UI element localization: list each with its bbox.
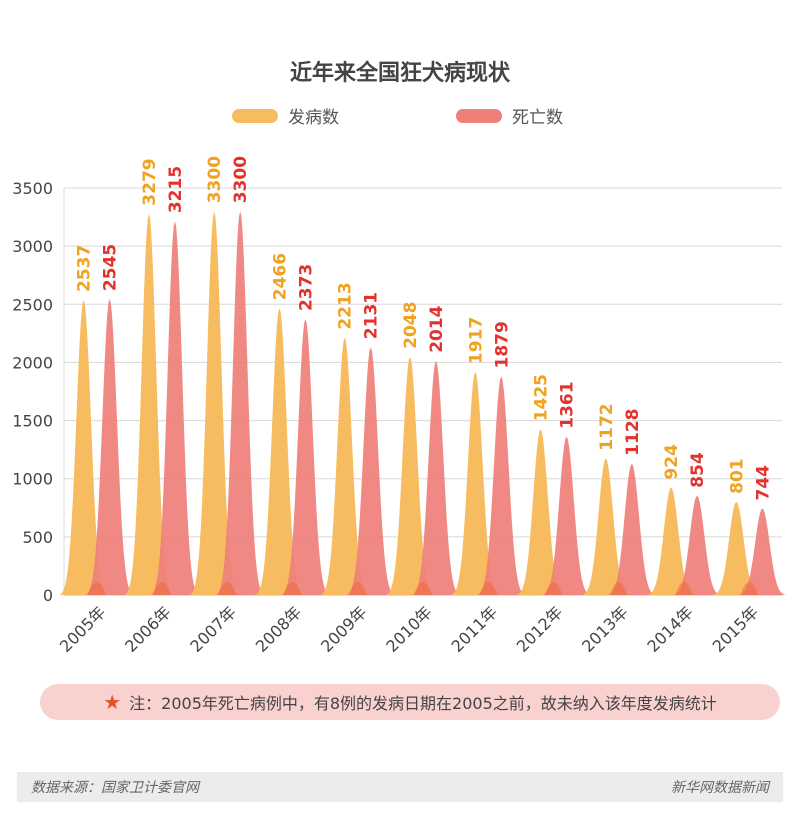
deaths-peak — [607, 463, 656, 595]
deaths-peak — [542, 436, 591, 595]
incidence-data-label: 2213 — [336, 282, 356, 329]
overlap-shade — [87, 582, 106, 595]
deaths-peak — [216, 211, 265, 595]
y-tick-label: 1000 — [12, 470, 53, 489]
incidence-data-label: 2048 — [401, 302, 421, 349]
overlap-shade — [283, 582, 302, 595]
deaths-data-label: 2373 — [296, 264, 316, 311]
chart-legend: 发病数 死亡数 — [0, 103, 800, 129]
overlap-shade — [348, 582, 367, 595]
deaths-peak — [477, 376, 526, 595]
deaths-data-label: 744 — [753, 465, 773, 501]
deaths-data-label: 1128 — [623, 409, 643, 456]
incidence-peak — [712, 501, 761, 595]
y-tick-label: 1500 — [12, 412, 53, 431]
incidence-peak — [255, 308, 304, 595]
x-tick-label: 2013年 — [578, 602, 632, 656]
incidence-data-label: 2537 — [75, 245, 95, 292]
x-tick-label: 2012年 — [513, 602, 567, 656]
incidence-peak — [190, 211, 239, 595]
incidence-peak — [59, 299, 108, 595]
chart-title: 近年来全国狂犬病现状 — [289, 61, 510, 86]
overlap-shade — [479, 582, 498, 595]
note-text: 注：2005年死亡病例中，有8例的发病日期在2005之前，故未纳入该年度发病统计 — [129, 694, 717, 713]
incidence-data-label: 1425 — [532, 374, 552, 421]
deaths-data-label: 2014 — [427, 305, 447, 352]
incidence-peak — [124, 213, 173, 595]
legend-item-deaths: 死亡数 — [456, 103, 563, 128]
incidence-data-label: 3279 — [140, 158, 160, 205]
incidence-peak — [386, 356, 434, 595]
star-icon: ★ — [103, 690, 122, 714]
x-tick-label: 2010年 — [382, 602, 436, 656]
incidence-peak — [516, 429, 565, 595]
overlap-shade — [740, 582, 759, 595]
x-tick-label: 2014年 — [643, 602, 697, 656]
x-tick-label: 2006年 — [121, 602, 175, 656]
deaths-data-label: 854 — [688, 452, 708, 488]
incidence-data-label: 924 — [662, 444, 682, 480]
deaths-data-label: 2545 — [101, 244, 121, 291]
overlap-shade — [152, 582, 171, 595]
overlap-shade — [414, 582, 432, 595]
incidence-data-label: 801 — [727, 458, 747, 494]
chart-svg: 0 500 1000 1500 2000 2500 3000 3500 2537 2545 2005… — [12, 156, 787, 656]
x-tick-label: 2015年 — [709, 602, 763, 656]
deaths-peak — [150, 221, 199, 595]
legend-swatch-incidence — [232, 108, 278, 123]
y-tick-label: 0 — [43, 586, 53, 605]
incidence-peak — [320, 337, 369, 595]
incidence-data-label: 1917 — [466, 317, 486, 364]
overlap-shade — [609, 582, 628, 595]
y-tick-label: 2000 — [12, 353, 53, 372]
incidence-peak — [647, 487, 696, 595]
y-tick-label: 3000 — [12, 237, 53, 256]
y-tick-label: 500 — [22, 528, 53, 547]
deaths-data-label: 1361 — [558, 381, 578, 428]
incidence-peak — [451, 372, 500, 595]
incidence-data-label: 1172 — [597, 403, 617, 450]
x-tick-label: 2011年 — [448, 602, 502, 656]
legend-swatch-deaths — [456, 108, 502, 123]
deaths-data-label: 3215 — [166, 166, 186, 213]
source-text: 数据来源：国家卫计委官网 — [31, 780, 199, 796]
x-tick-label: 2007年 — [186, 602, 240, 656]
incidence-peak — [581, 458, 630, 595]
deaths-peak — [412, 360, 460, 595]
legend-item-incidence: 发病数 — [232, 103, 339, 128]
overlap-shade — [675, 582, 694, 595]
deaths-peak — [85, 299, 134, 595]
deaths-data-label: 3300 — [231, 156, 251, 203]
deaths-peak — [346, 347, 395, 595]
legend-label-incidence: 发病数 — [288, 108, 339, 128]
deaths-peak — [673, 495, 722, 595]
incidence-data-label: 3300 — [205, 156, 225, 203]
note-box: ★ 注：2005年死亡病例中，有8例的发病日期在2005之前，故未纳入该年度发病… — [40, 684, 780, 720]
overlap-shade — [218, 582, 237, 595]
deaths-data-label: 1879 — [492, 321, 512, 368]
footer-bar: 数据来源：国家卫计委官网 新华网数据新闻 — [17, 772, 783, 802]
incidence-data-label: 2466 — [270, 253, 290, 300]
x-tick-label: 2005年 — [56, 602, 110, 656]
x-tick-label: 2009年 — [317, 602, 371, 656]
deaths-peak — [738, 508, 787, 595]
deaths-data-label: 2131 — [362, 292, 382, 339]
y-tick-label: 2500 — [12, 295, 53, 314]
overlap-shade — [544, 582, 563, 595]
publisher-text: 新华网数据新闻 — [671, 780, 769, 796]
legend-label-deaths: 死亡数 — [512, 108, 563, 128]
deaths-peak — [281, 319, 330, 595]
x-tick-label: 2008年 — [252, 602, 306, 656]
y-tick-label: 3500 — [12, 179, 53, 198]
